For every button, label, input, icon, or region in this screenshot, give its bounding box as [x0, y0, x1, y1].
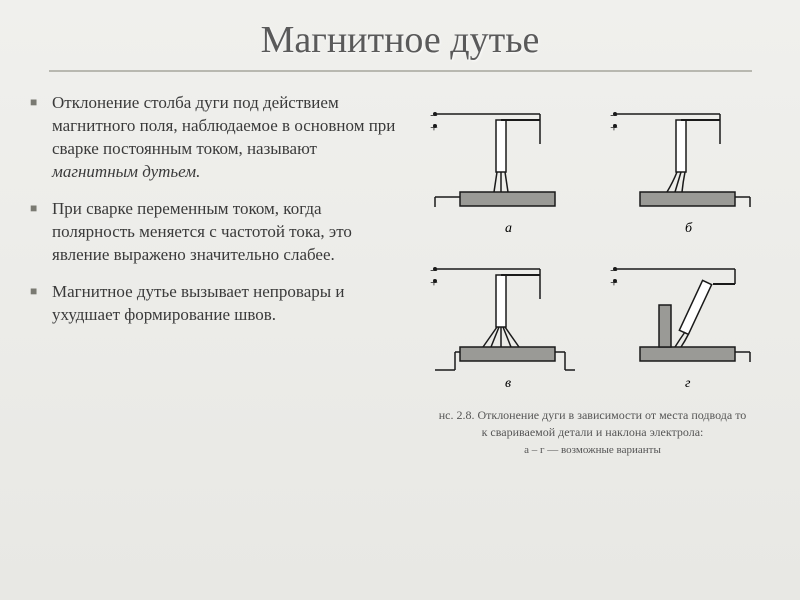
- bullet-item: При сварке переменным током, когда поляр…: [30, 198, 400, 267]
- title-divider: [49, 70, 752, 72]
- svg-text:+: +: [430, 276, 438, 291]
- diagram-caption: нс. 2.8. Отклонение дуги в зависимости о…: [429, 407, 757, 458]
- diagram-column: − + а: [415, 92, 770, 458]
- diagram-label: г: [685, 376, 691, 391]
- caption-line: Отклонение дуги в зависимости от места п…: [477, 408, 746, 422]
- diagram-grid: − + а: [425, 102, 760, 392]
- bullet-column: Отклонение столба дуги под действием маг…: [30, 92, 400, 458]
- diagram-label: а: [505, 221, 512, 236]
- bullet-item: Отклонение столба дуги под действием маг…: [30, 92, 400, 184]
- diagram-c: − + в: [425, 257, 580, 392]
- caption-line: к свариваемой детали и наклона электрола…: [482, 425, 704, 439]
- bullet-text: При сварке переменным током, когда поляр…: [52, 199, 352, 264]
- svg-text:+: +: [430, 121, 438, 136]
- bullet-item: Магнитное дутье вызывает непровары и уху…: [30, 281, 400, 327]
- caption-line: а – г — возможные варианты: [524, 444, 661, 456]
- svg-text:+: +: [610, 276, 618, 291]
- diagram-b: − + б: [605, 102, 760, 237]
- bullet-text: Магнитное дутье вызывает непровары и уху…: [52, 282, 345, 324]
- content-row: Отклонение столба дуги под действием маг…: [30, 92, 770, 458]
- caption-prefix: нс. 2.8.: [439, 408, 475, 422]
- slide-title: Магнитное дутье: [30, 18, 770, 62]
- svg-text:+: +: [610, 121, 618, 136]
- diagram-label: б: [685, 221, 693, 236]
- diagram-label: в: [505, 376, 511, 391]
- bullet-text: Отклонение столба дуги под действием маг…: [52, 93, 395, 158]
- diagram-a: − + а: [425, 102, 580, 237]
- diagram-d: − + г: [605, 257, 760, 392]
- bullet-emph: магнитным дутьем.: [52, 162, 200, 181]
